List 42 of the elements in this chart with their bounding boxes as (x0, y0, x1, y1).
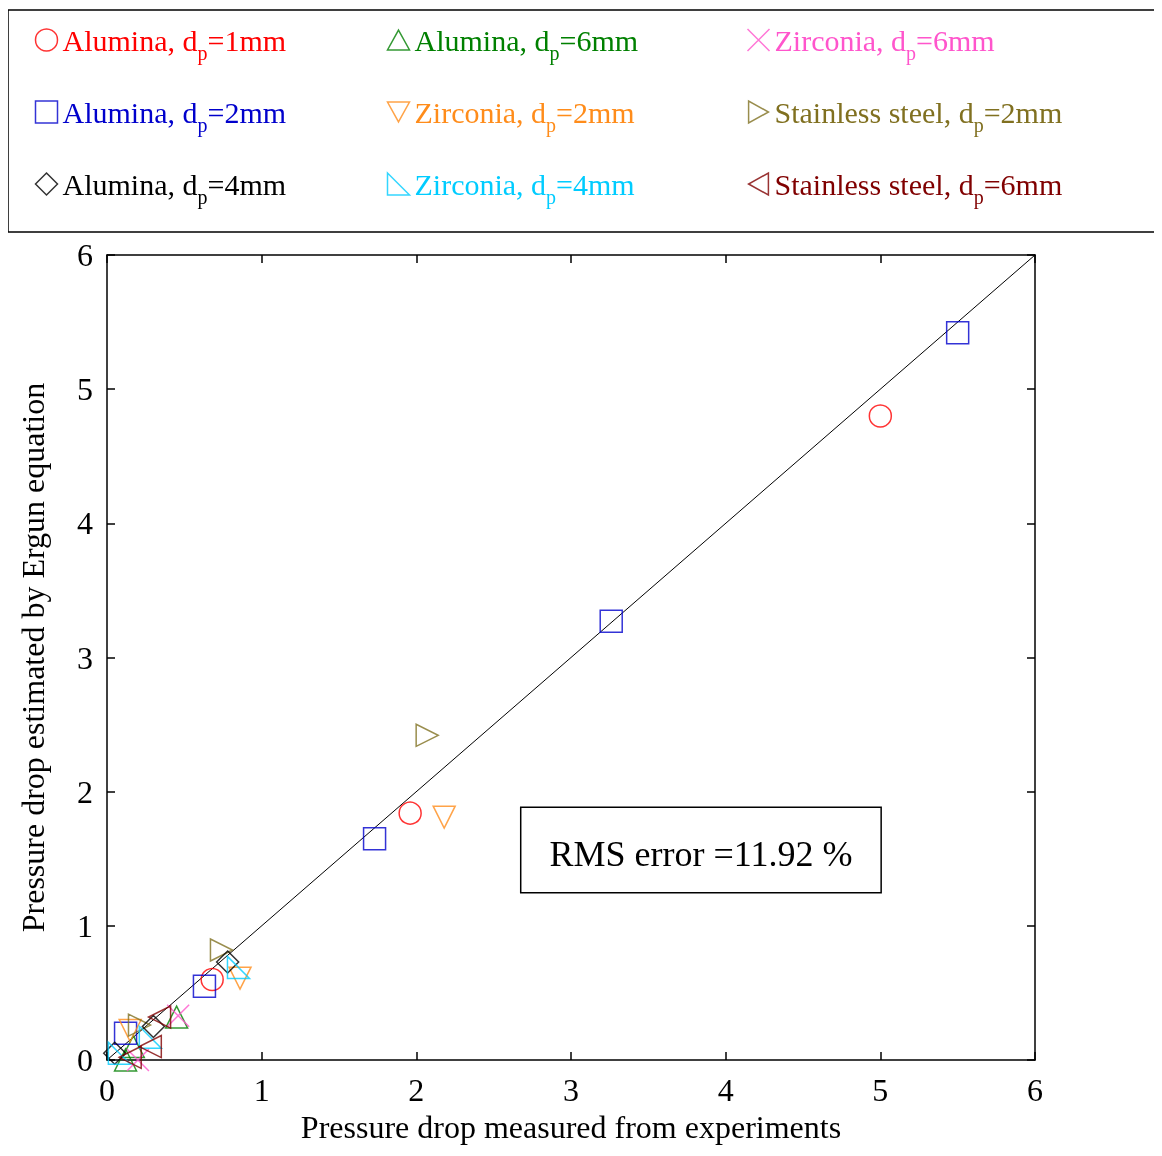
annotation: RMS error =11.92 % (549, 833, 853, 874)
point (945, 321, 970, 345)
x-tick-label: 3 (563, 1072, 579, 1108)
point (113, 1048, 138, 1072)
x-tick-label: 6 (1027, 1072, 1043, 1108)
point (127, 1013, 152, 1037)
point (192, 974, 217, 998)
point (113, 1021, 138, 1045)
point (432, 805, 456, 829)
point (147, 1005, 172, 1029)
y-tick-label: 6 (77, 237, 93, 273)
point (398, 801, 422, 825)
y-tick-label: 2 (77, 773, 93, 810)
y-tick-label: 1 (77, 907, 93, 944)
point (107, 1041, 132, 1066)
point (118, 1045, 142, 1070)
point (200, 967, 224, 992)
point (868, 404, 893, 428)
point (138, 1025, 163, 1049)
point (118, 1018, 142, 1043)
y-tick-label: 4 (77, 505, 93, 542)
x-tick-label: 5 (872, 1072, 889, 1108)
point (209, 938, 234, 962)
y-tick-label: 5 (77, 371, 93, 408)
point (126, 1048, 150, 1072)
point (215, 950, 240, 974)
point (415, 723, 439, 748)
x-tick-label: 0 (99, 1072, 115, 1108)
point (228, 966, 252, 990)
point (226, 955, 251, 980)
x-tick-label: 2 (408, 1072, 425, 1108)
x-tick-label: 4 (717, 1072, 734, 1108)
point (102, 1041, 127, 1066)
point (362, 826, 387, 851)
y-axis-title: Pressure drop estimated by Ergun equation (15, 382, 51, 933)
point (141, 1014, 166, 1039)
y-tick-label: 0 (77, 1042, 93, 1078)
x-axis-title: Pressure drop measured from experiments (300, 1108, 842, 1145)
y-tick-label: 3 (77, 639, 93, 676)
point (138, 1034, 163, 1059)
point (599, 609, 623, 634)
x-tick-label: 1 (253, 1072, 270, 1108)
